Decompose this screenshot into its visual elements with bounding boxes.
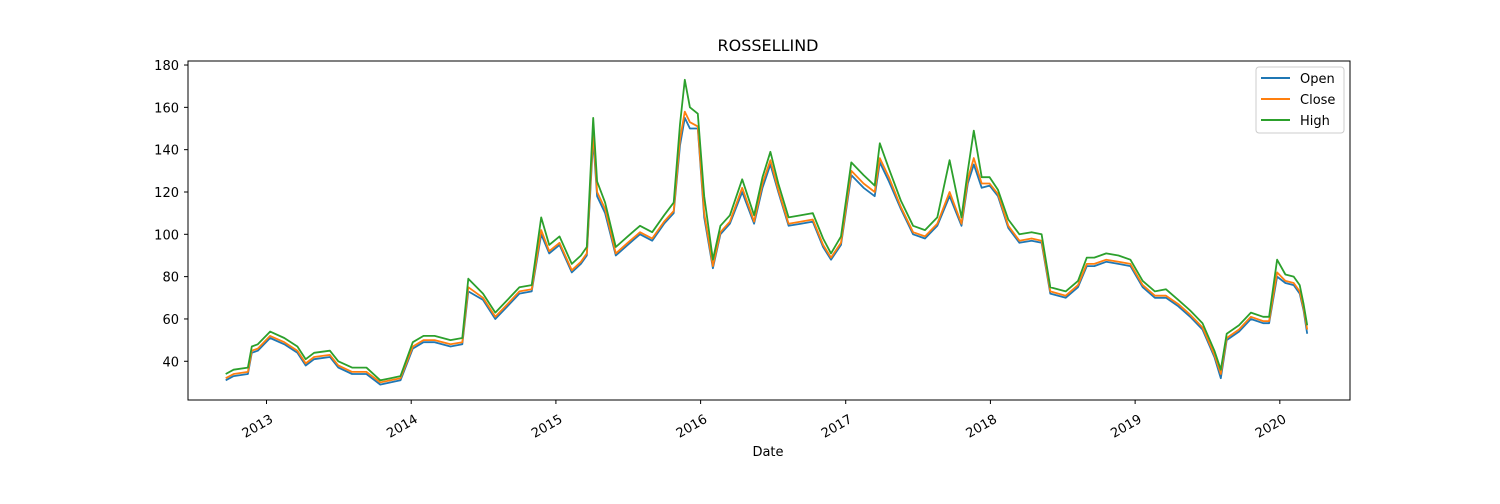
series-layer [225,78,1309,386]
y-tick-label: 40 [162,355,179,370]
y-tick-label: 120 [154,186,179,201]
legend-label-close: Close [1300,93,1335,108]
x-axis-label: Date [752,445,783,460]
plot-frame [187,60,1351,401]
series-line-open [225,117,1309,386]
chart-legend: Open Close High [1255,66,1345,134]
y-tick-label: 100 [154,228,179,243]
series-line-close [225,110,1309,384]
legend-label-open: Open [1300,72,1335,87]
series-line-high [225,78,1309,382]
chart-title: ROSSELLIND [718,36,819,55]
y-tick-label: 80 [162,271,179,286]
legend-box [1255,66,1345,134]
legend-label-high: High [1300,114,1330,129]
y-tick-label: 140 [154,144,179,159]
y-axis-ticks: 40 60 80 100 120 140 160 180 [154,59,188,370]
y-tick-label: 160 [154,101,179,116]
y-tick-label: 60 [162,313,179,328]
y-tick-label: 180 [154,59,179,74]
